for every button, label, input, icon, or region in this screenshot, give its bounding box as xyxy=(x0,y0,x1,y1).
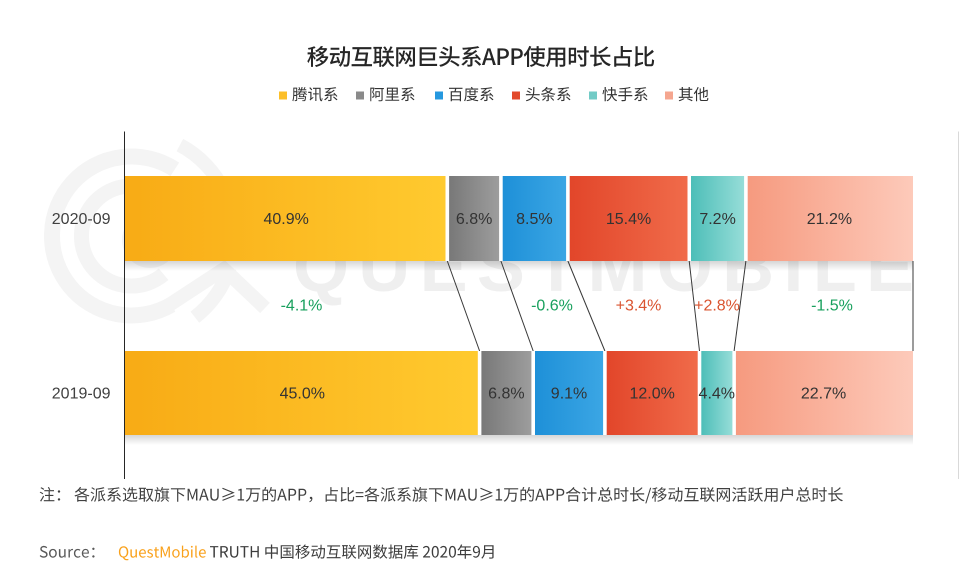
svg-text:21.2%: 21.2% xyxy=(807,211,852,228)
svg-text:8.5%: 8.5% xyxy=(516,211,552,228)
svg-text:9.1%: 9.1% xyxy=(551,386,587,403)
svg-text:12.0%: 12.0% xyxy=(629,386,674,403)
svg-text:40.9%: 40.9% xyxy=(263,211,308,228)
svg-text:-1.5%: -1.5% xyxy=(811,298,853,315)
svg-text:+3.4%: +3.4% xyxy=(616,298,662,315)
svg-text:-0.6%: -0.6% xyxy=(531,298,573,315)
svg-text:45.0%: 45.0% xyxy=(280,386,325,403)
svg-text:4.4%: 4.4% xyxy=(699,386,735,403)
svg-text:6.8%: 6.8% xyxy=(488,386,524,403)
svg-text:6.8%: 6.8% xyxy=(456,211,492,228)
svg-text:7.2%: 7.2% xyxy=(699,211,735,228)
svg-text:2019-09: 2019-09 xyxy=(52,386,111,403)
svg-text:-4.1%: -4.1% xyxy=(281,298,323,315)
svg-text:15.4%: 15.4% xyxy=(606,211,651,228)
svg-text:2020-09: 2020-09 xyxy=(52,211,111,228)
svg-text:22.7%: 22.7% xyxy=(801,386,846,403)
svg-text:+2.8%: +2.8% xyxy=(694,298,740,315)
